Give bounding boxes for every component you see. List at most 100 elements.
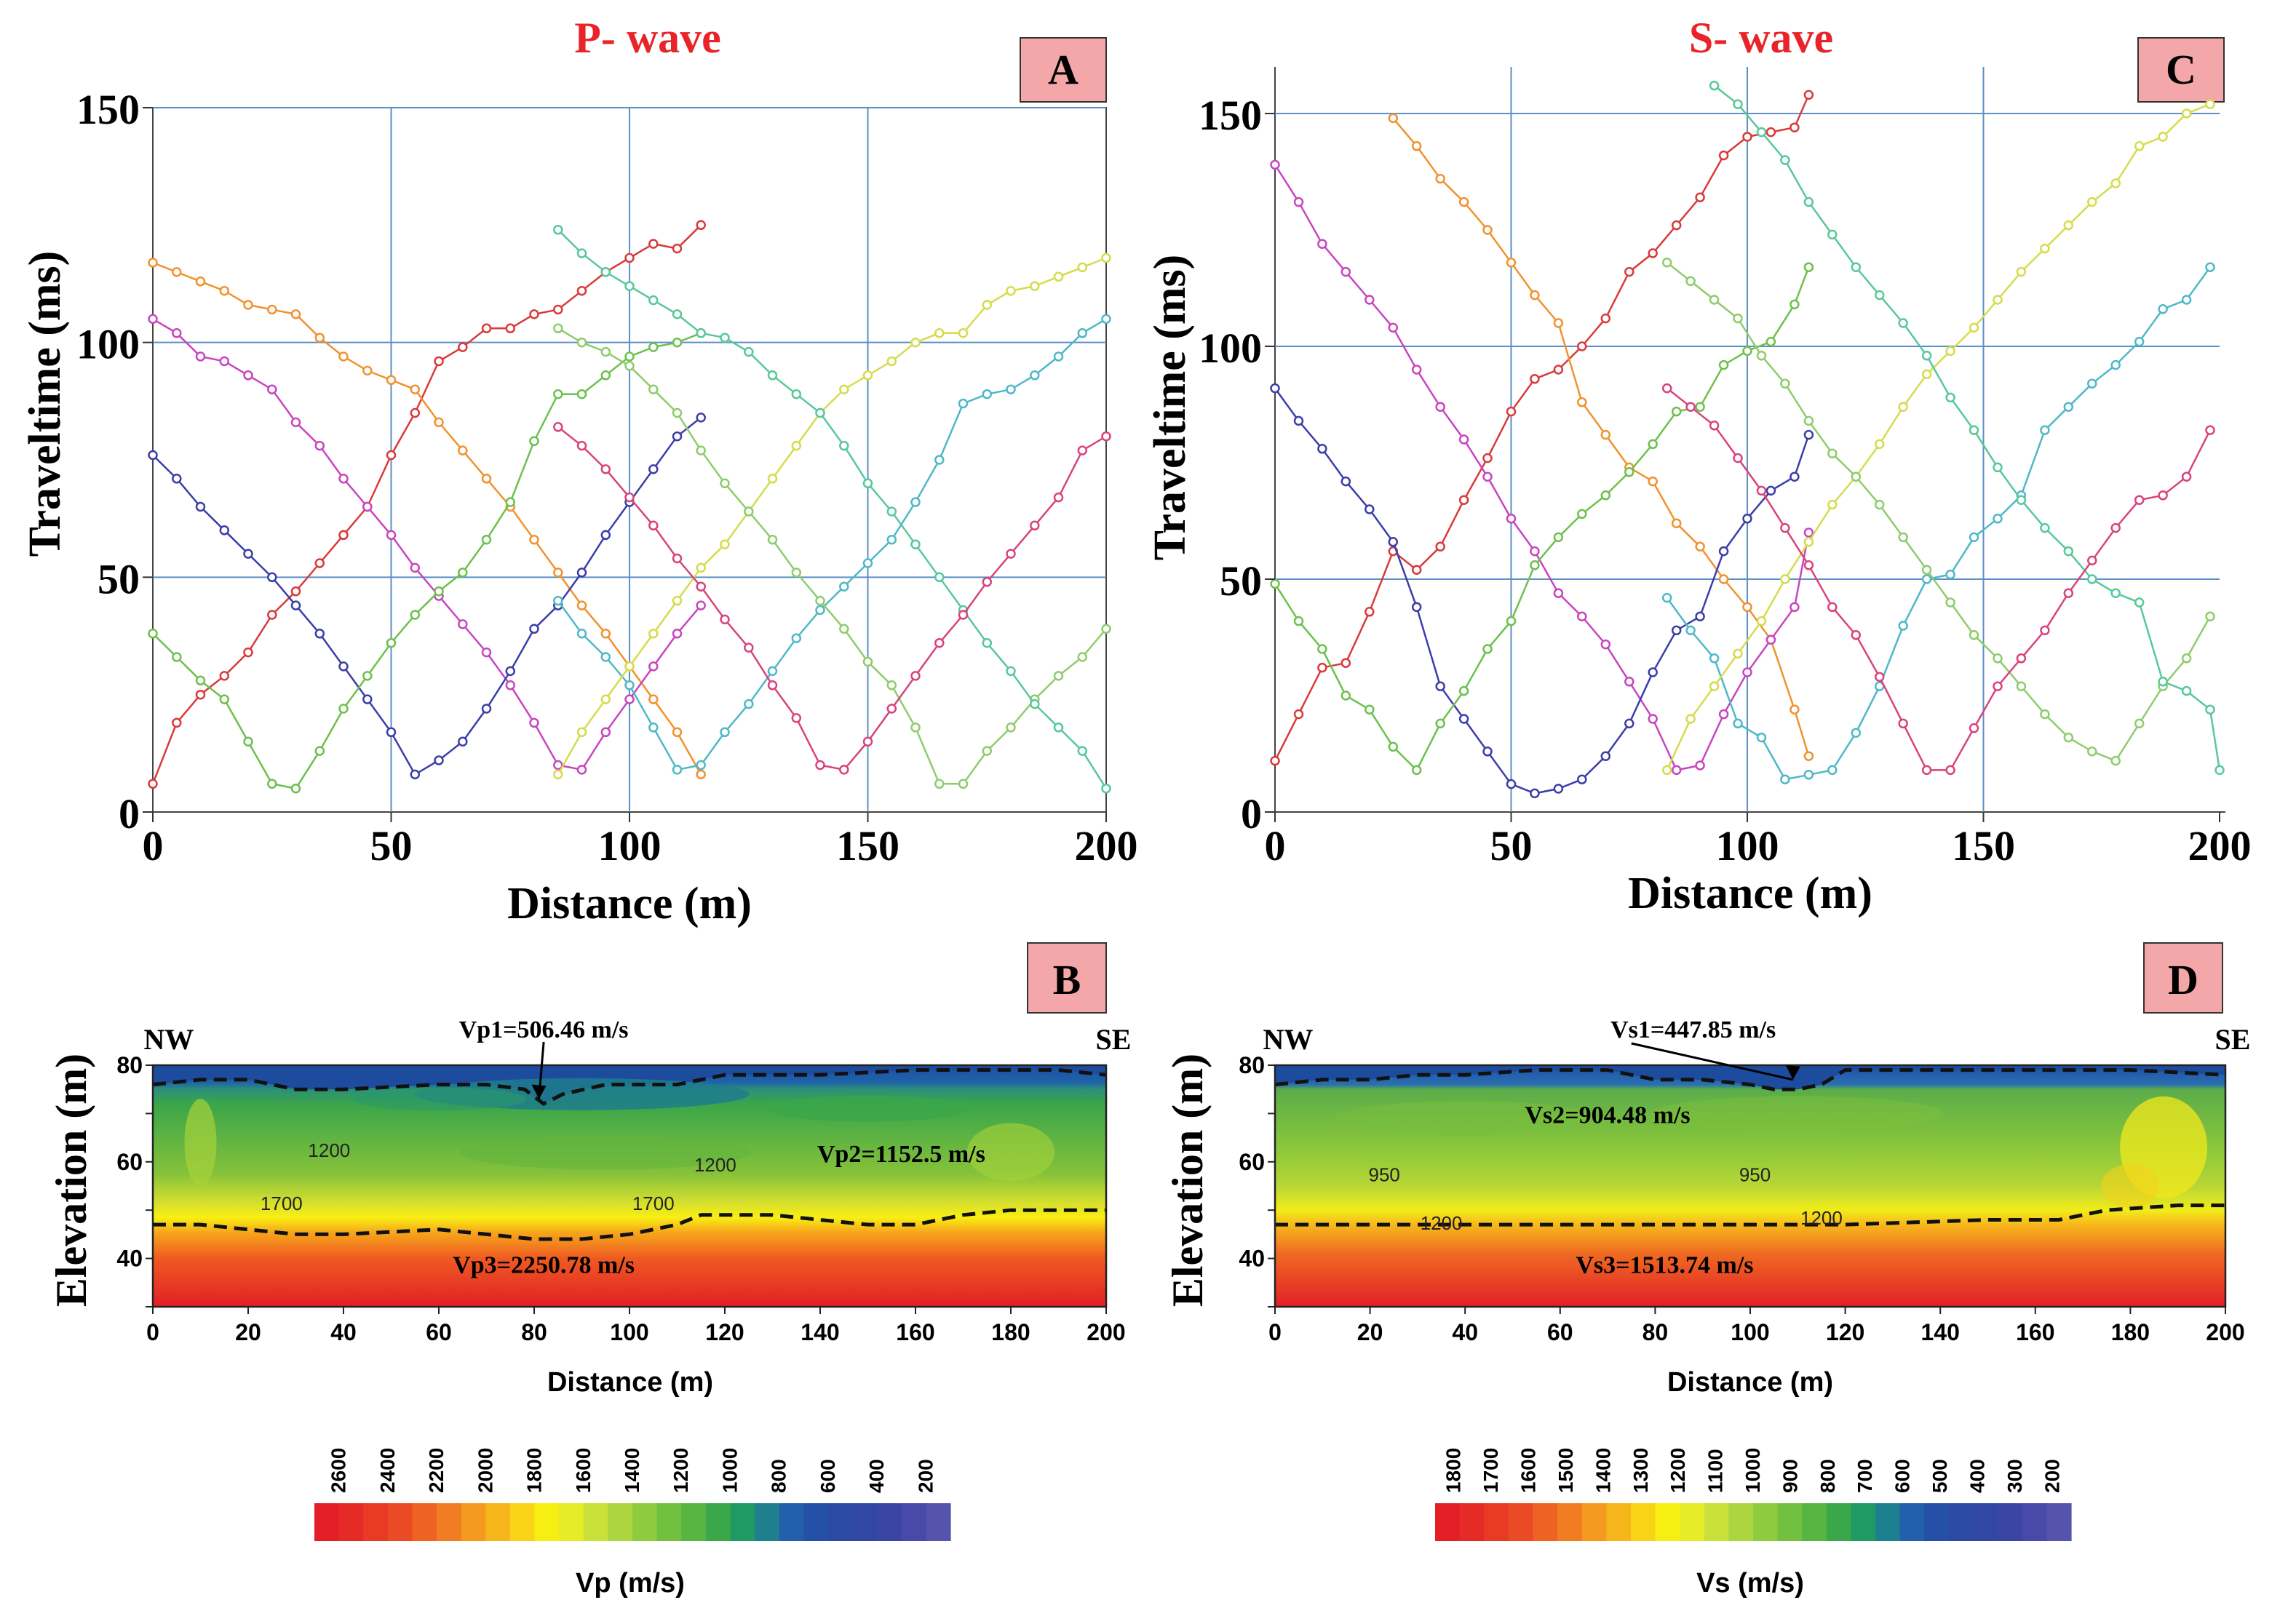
panel-a-data-point [386, 375, 397, 386]
panel-a-data-point [314, 746, 325, 756]
panel-a-data-point [386, 530, 397, 541]
panel-a-data-point [1077, 328, 1088, 338]
panel-c-data-point [2040, 522, 2050, 533]
panel-a-data-point [219, 285, 230, 296]
panel-c-badge [2137, 37, 2225, 103]
panel-c-data-point [1624, 266, 1634, 277]
panel-c-data-point [2110, 522, 2121, 533]
panel-c-data-point [1530, 290, 1540, 300]
panel-a-data-point [600, 370, 611, 381]
panel-b-xtick-label: 0 [146, 1319, 159, 1345]
panel-a-badge [1020, 37, 1107, 103]
panel-c-data-point [1945, 765, 1955, 776]
panel-c-data-point [1921, 565, 1932, 575]
panel-a-data-point [1006, 549, 1016, 559]
panel-c-data-point [1600, 429, 1611, 440]
panel-a-data-point [696, 760, 706, 771]
panel-d-colorbar: 1800 1700 1600 1500 1400 1300 1200 1100 1000 900 8… [1435, 1448, 2072, 1541]
panel-a-data-point [576, 629, 587, 639]
panel-c-data-point [1780, 774, 1790, 784]
panel-b-colorbar-cell [779, 1503, 804, 1541]
panel-a-data-point [219, 356, 230, 367]
panel-a-data-point [148, 258, 158, 268]
panel-c-data-point [2158, 490, 2168, 501]
panel-a-data-point [982, 389, 993, 399]
panel-c-data-point [1851, 630, 1862, 640]
panel-c-data-point [1577, 341, 1587, 351]
panel-a-xtick-label: 200 [1075, 822, 1138, 869]
panel-c-data-point [1506, 779, 1517, 789]
panel-a-data-point [505, 666, 516, 677]
panel-a-data-point [505, 323, 516, 334]
panel-d-xtick-label: 40 [1452, 1319, 1478, 1345]
panel-c-data-point [1993, 462, 2003, 473]
panel-a-data-point [219, 671, 230, 681]
panel-a-data-point [1077, 746, 1088, 756]
panel-c-data-point [2016, 681, 2027, 691]
panel-c-data-point [1780, 522, 1790, 533]
panel-d-dir-right: SE [2215, 1023, 2251, 1056]
panel-d-colorbar-cell [1753, 1503, 1779, 1541]
panel-c-data-point [1803, 751, 1814, 761]
panel-a-data-point [481, 474, 492, 484]
panel-c-data-point [1803, 537, 1814, 547]
panel-a-data-point [648, 464, 659, 474]
panel-a-xlabel: Distance (m) [507, 879, 752, 928]
panel-a-data-point [839, 624, 849, 634]
panel-a-data-point [958, 610, 969, 620]
panel-d-colorbar-cell [1851, 1503, 1876, 1541]
panel-b-badge-label: B [1053, 956, 1081, 1003]
panel-a-data-point [195, 351, 206, 362]
panel-d-v3-label: Vs3=1513.74 m/s [1576, 1252, 1753, 1279]
panel-c-data-point [2063, 220, 2074, 231]
panel-d-colorbar-tick: 500 [1928, 1459, 1951, 1493]
panel-d-colorbar-cell [1680, 1503, 1705, 1541]
panel-a-data-point [458, 342, 468, 352]
panel-c-series-line [1666, 103, 2211, 771]
panel-d-colorbar-tick: 1200 [1667, 1448, 1689, 1493]
panel-d-ytick-label: 40 [1239, 1246, 1265, 1272]
panel-d-v2-label: Vs2=904.48 m/s [1525, 1102, 1691, 1129]
panel-a-data-point [672, 553, 683, 564]
panel-c-data-point [1270, 159, 1280, 170]
panel-a-data-point [481, 704, 492, 714]
panel-a-data-point [910, 539, 921, 549]
panel-a-data-point [1053, 723, 1064, 733]
panel-c-data-point [1993, 295, 2003, 305]
panel-c-data-point [1718, 709, 1729, 720]
panel-d-colorbar-cell [1630, 1503, 1656, 1541]
panel-a-data-point [672, 765, 683, 775]
panel-a-data-point [934, 328, 945, 338]
panel-a-data-point [696, 445, 706, 455]
panel-d-colorbar-tick: 1400 [1592, 1448, 1614, 1493]
panel-b-colorbar-tick: 1600 [572, 1448, 595, 1493]
panel-c-data-point [1317, 444, 1327, 454]
panel-d-colorbar-cell [1508, 1503, 1533, 1541]
panel-a-data-point [481, 647, 492, 658]
panel-c-data-point [1506, 258, 1517, 268]
panel-a-data-point [362, 671, 373, 681]
panel-b-colorbar-tick: 2000 [474, 1448, 496, 1493]
panel-c-data-point [1874, 439, 1885, 450]
panel-a-data-point [434, 586, 444, 597]
panel-d-colorbar-cell [1802, 1503, 1827, 1541]
panel-a-data-point [481, 534, 492, 545]
panel-a-data-point [624, 361, 635, 371]
panel-c-series-2 [1388, 113, 1814, 761]
panel-a-data-point [1077, 445, 1088, 455]
panel-a-data-point [410, 610, 421, 620]
panel-a-data-point [982, 637, 993, 648]
panel-d-xtick-label: 160 [2016, 1319, 2054, 1345]
panel-a-data-point [195, 675, 206, 686]
panel-a-data-point [886, 680, 897, 690]
panel-c-data-point [1780, 378, 1790, 389]
panel-c-ticks: 0 50 100 150 200 0 50 100 150 [1199, 92, 2252, 869]
panel-c-data-point [1790, 299, 1800, 310]
panel-d-colorbar-cell [1728, 1503, 1754, 1541]
panel-c-data-point [1411, 602, 1422, 613]
panel-a-data-point [1030, 520, 1040, 531]
panel-b-dir-left: NW [144, 1023, 194, 1056]
panel-c-data-point [1648, 714, 1658, 724]
panel-a-data-point [458, 619, 468, 629]
